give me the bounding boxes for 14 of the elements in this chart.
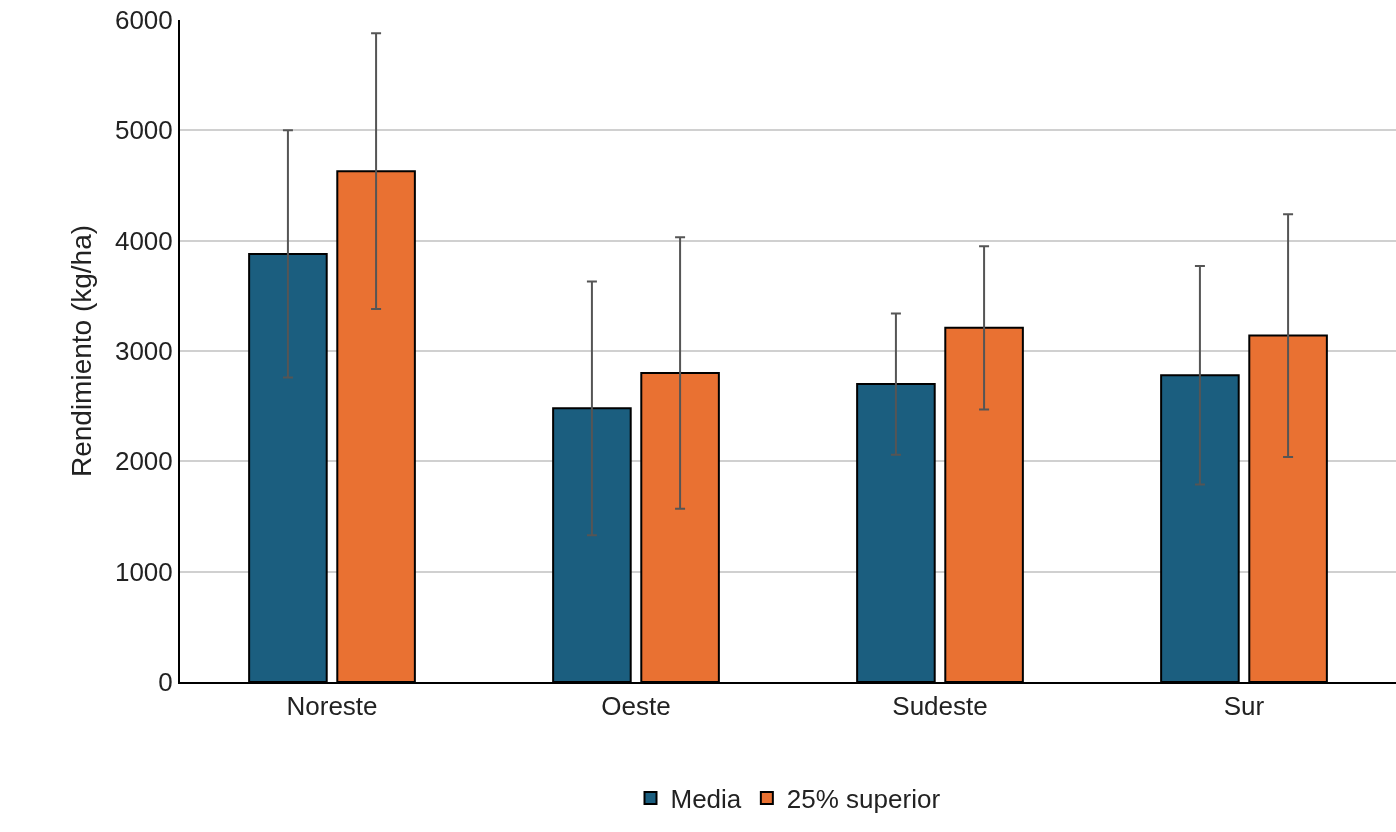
y-tick-label: 5000 — [114, 115, 173, 146]
x-tick-label: Sudeste — [892, 691, 988, 722]
x-tick-label: Noreste — [286, 691, 378, 722]
legend-label: 25% superior — [786, 784, 941, 815]
x-tick-label: Sur — [1223, 691, 1265, 722]
legend-label: Media — [670, 784, 742, 815]
y-tick-label: 0 — [158, 667, 173, 698]
y-axis-title: Rendimiento (kg/ha) — [66, 224, 98, 478]
x-tick-label: Oeste — [601, 691, 671, 722]
y-tick-label: 2000 — [114, 446, 173, 477]
y-tick-label: 6000 — [114, 5, 173, 36]
y-tick-label: 1000 — [114, 556, 173, 587]
y-tick-label: 4000 — [114, 225, 173, 256]
y-tick-label: 3000 — [114, 336, 173, 367]
